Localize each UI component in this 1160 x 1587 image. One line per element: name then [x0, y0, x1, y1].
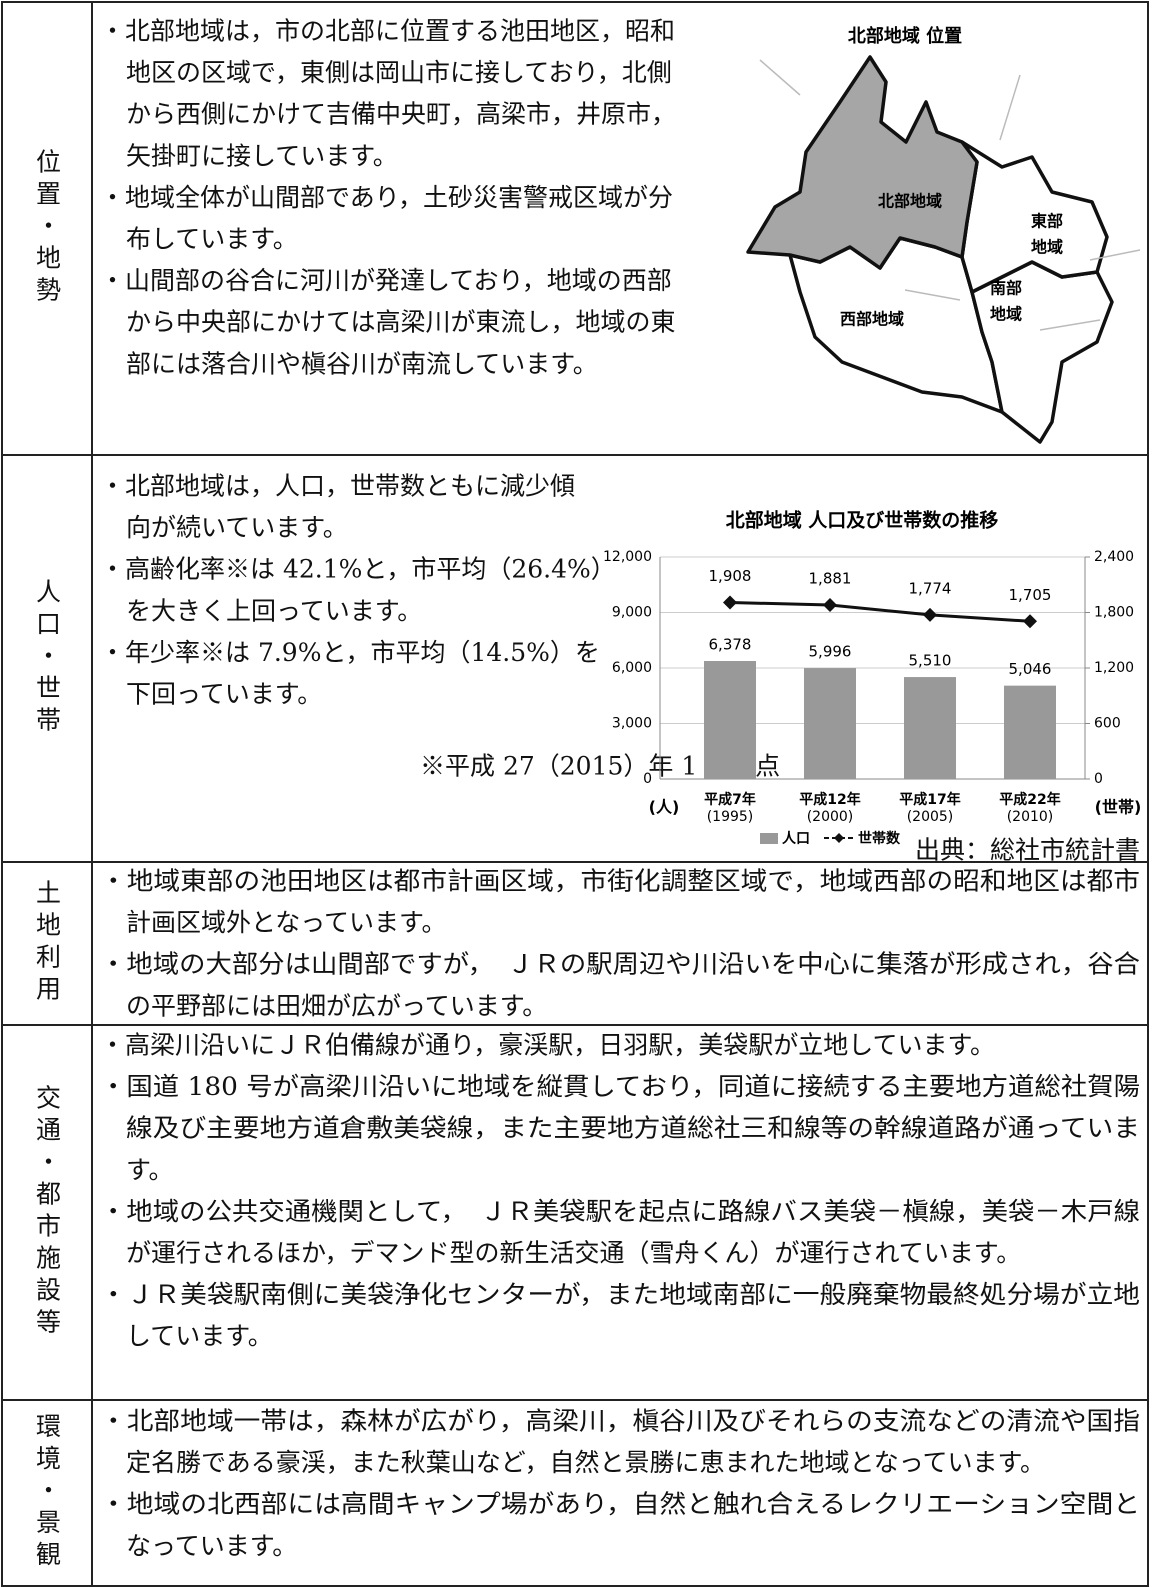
x-tick-label: 平成17年	[899, 791, 960, 808]
map-region-north	[746, 55, 979, 270]
x-tick-label: (1995)	[707, 809, 754, 825]
row-heading: 環境・景観	[33, 1413, 62, 1573]
line-value-label: 1,705	[1009, 586, 1052, 604]
bullet-line: ・北部地域一帯は，森林が広がり，高梁川，槇谷川及びそれらの支流などの清流や国指	[100, 1407, 1140, 1436]
bullet-line: ・国道 180 号が高梁川沿いに地域を縦貫しており，同道に接続する主要地方道総社…	[100, 1072, 1140, 1101]
bullet-line: ・高梁川沿いにＪＲ伯備線が通り，豪渓駅，日羽駅，美袋駅が立地しています。	[100, 1031, 995, 1060]
bullet-line: ・北部地域は，人口，世帯数ともに減少傾	[100, 472, 575, 501]
bullet-line: ・地域の公共交通機関として， ＪＲ美袋駅を起点に路線バス美袋－槇線，美袋－木戸線	[100, 1197, 1140, 1226]
y2-tick-label: 0	[1094, 771, 1103, 787]
bar-value-label: 5,046	[1009, 660, 1052, 678]
bar	[904, 677, 956, 779]
bar	[704, 661, 756, 779]
y2-tick-label: 1,800	[1094, 605, 1134, 621]
bullet-line: ・地域の北西部には高間キャンプ場があり，自然と触れ合えるレクリエーション空間と	[100, 1490, 1140, 1519]
x-tick-label: 平成7年	[704, 791, 756, 808]
line-marker	[723, 595, 737, 610]
bullet-line: ・ＪＲ美袋駅南側に美袋浄化センターが，また地域南部に一般廃棄物最終処分場が立地	[100, 1280, 1140, 1309]
row-heading: 交通・都市施設等	[33, 1085, 62, 1341]
map-road	[759, 59, 1141, 331]
x-tick-label: 平成12年	[799, 791, 860, 808]
x-tick-label: (2010)	[1007, 809, 1054, 825]
source: 出典：総社市統計書	[915, 836, 1140, 865]
line	[729, 601, 1031, 623]
bullet-line: 地区の区域で，東側は岡山市に接しており，北側	[126, 58, 672, 87]
row-heading: 人口・世帯	[33, 579, 62, 739]
y-tick-label: 6,000	[612, 660, 652, 676]
y2-tick-label: 1,200	[1094, 660, 1134, 676]
bullet-line: ・地域の大部分は山間部ですが， ＪＲの駅周辺や川沿いを中心に集落が形成され，谷合	[100, 950, 1140, 979]
bar-value-label: 6,378	[709, 636, 752, 654]
line-value-label: 1,908	[709, 567, 752, 585]
legend-swatch	[760, 833, 778, 844]
map-label: 西部地域	[840, 310, 904, 329]
bullet-line: 矢掛町に接しています。	[126, 141, 398, 170]
bullet-line: 計画区域外となっています。	[126, 908, 447, 937]
bullet-line: から西側にかけて吉備中央町，高梁市，井原市，	[126, 100, 676, 129]
line-value-label: 1,774	[909, 579, 952, 597]
map-label: 南部	[990, 279, 1022, 298]
y-tick-label: 9,000	[612, 605, 652, 621]
bullet-line: す。	[126, 1155, 174, 1184]
legend-label: 世帯数	[858, 830, 901, 847]
map-title: 北部地域 位置	[848, 25, 962, 47]
bullet-line: ・年少率※は 7.9%と，市平均（14.5%）を	[100, 638, 600, 667]
bullet-line: ・地域東部の池田地区は都市計画区域，市街化調整区域で，地域西部の昭和地区は都市	[100, 867, 1140, 896]
y-axis-label: (人)	[649, 798, 680, 817]
line-marker	[823, 598, 837, 613]
y2-tick-label: 600	[1094, 716, 1121, 732]
x-tick-label: 平成22年	[999, 791, 1060, 808]
legend-marker	[834, 833, 844, 843]
bullet-line: 部には落合川や槇谷川が南流しています。	[126, 349, 598, 378]
bullet-line: から中央部にかけては高梁川が東流し，地域の東	[126, 308, 676, 337]
line-marker	[1023, 614, 1037, 629]
bullet-line: 向が続いています。	[126, 513, 348, 542]
y2-axis-label: (世帯)	[1095, 798, 1142, 817]
bullet-line: 下回っています。	[126, 680, 322, 709]
x-tick-label: (2000)	[807, 809, 854, 825]
line-marker	[923, 607, 937, 622]
bullet-line: ・高齢化率※は 42.1%と，市平均（26.4%）	[100, 555, 616, 584]
map-label: 北部地域	[878, 192, 942, 211]
map-label: 東部	[1031, 212, 1063, 231]
bullet-line: ・山間部の谷合に河川が発達しており，地域の西部	[100, 266, 672, 295]
y2-tick-label: 2,400	[1094, 549, 1134, 565]
legend-label: 人口	[782, 830, 810, 847]
y-tick-label: 12,000	[603, 549, 652, 565]
bullet-line: なっています。	[126, 1531, 297, 1560]
bar	[804, 668, 856, 779]
bullet-line: ・北部地域は，市の北部に位置する池田地区，昭和	[100, 17, 675, 46]
y-tick-label: 3,000	[612, 716, 652, 732]
bullet-line: の平野部には田畑が広がっています。	[126, 991, 547, 1020]
bullet-line: 線及び主要地方道倉敷美袋線，また主要地方道総社三和線等の幹線道路が通っていま	[126, 1114, 1140, 1143]
map-label: 地域	[990, 305, 1022, 324]
row-heading: 土地利用	[33, 880, 62, 1008]
map	[746, 55, 1141, 444]
bullet-line: 定名勝である豪渓，また秋葉山など，自然と景勝に恵まれた地域となっています。	[126, 1448, 1045, 1477]
bar-value-label: 5,510	[909, 652, 952, 670]
bullet-line: 布しています。	[126, 225, 298, 254]
bullet-line: ・地域全体が山間部であり，土砂災害警戒区域が分	[100, 183, 673, 212]
bullet-line: が運行されるほか，デマンド型の新生活交通（雪舟くん）が運行されています。	[126, 1239, 1021, 1268]
bullet-line: しています。	[126, 1322, 273, 1351]
row-heading: 位置・地勢	[33, 149, 62, 309]
x-tick-label: (2005)	[907, 809, 954, 825]
bullet-line: を大きく上回っています。	[126, 596, 422, 625]
chart-title: 北部地域 人口及び世帯数の推移	[726, 509, 999, 532]
line-value-label: 1,881	[809, 570, 852, 588]
bar	[1004, 685, 1056, 779]
map-label: 地域	[1031, 238, 1063, 257]
chart: 北部地域 人口及び世帯数の推移 0 3,000 6,000 9,000 12,000 0 60…	[603, 509, 1141, 848]
bar-value-label: 5,996	[809, 643, 852, 661]
y-tick-label: 0	[643, 771, 652, 787]
